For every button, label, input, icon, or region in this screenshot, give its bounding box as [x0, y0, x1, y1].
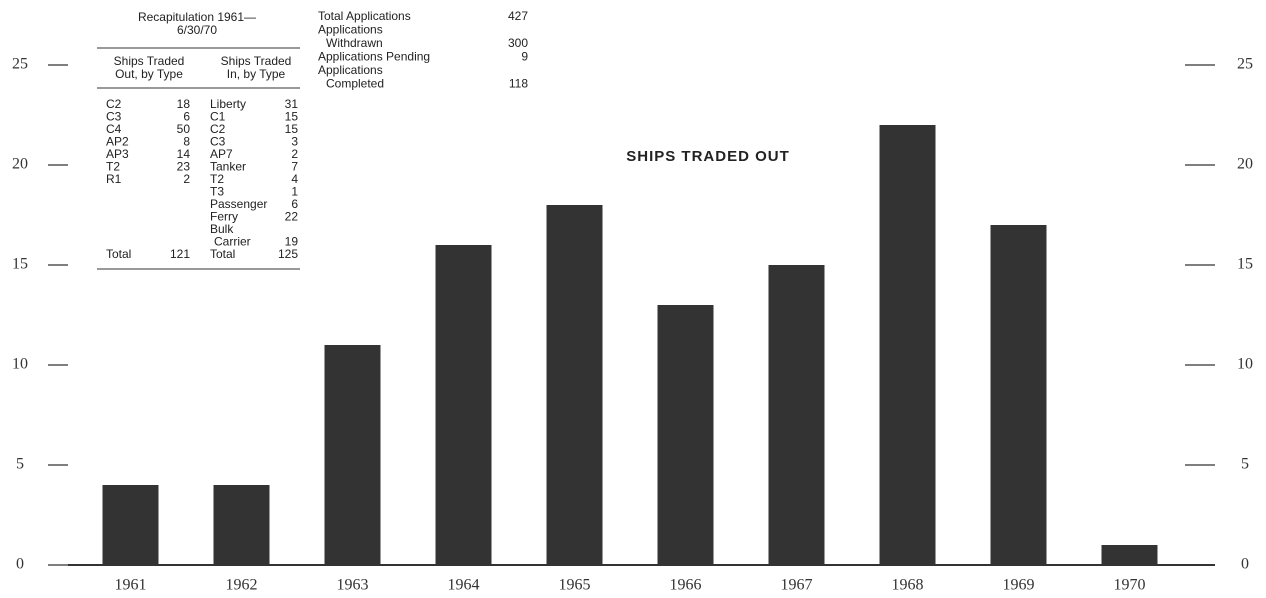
application-count: 300	[508, 36, 528, 50]
ship-count: 4	[291, 172, 298, 186]
x-tick-label: 1962	[226, 577, 258, 594]
ship-type: C3	[210, 135, 226, 149]
x-tick-label: 1969	[1003, 577, 1035, 594]
ship-count: 22	[285, 210, 299, 224]
bar	[435, 245, 492, 565]
x-tick-label: 1961	[115, 577, 147, 594]
ship-type: AP7	[210, 147, 233, 161]
total-count: 125	[278, 247, 298, 261]
ship-type: Passenger	[210, 197, 267, 211]
ship-count: 1	[291, 185, 298, 199]
y-tick-label-right: 15	[1237, 256, 1253, 273]
ship-type: Bulk	[210, 222, 234, 236]
bar	[213, 485, 270, 565]
bar	[768, 265, 825, 565]
applications-table: Total Applications 427ApplicationsWithdra…	[318, 9, 528, 91]
ship-type: T2	[106, 160, 120, 174]
application-label: Withdrawn	[326, 36, 383, 50]
x-tick-label: 1963	[337, 577, 369, 594]
ship-type: T3	[210, 185, 224, 199]
ship-count: 19	[285, 235, 299, 249]
ship-type: AP3	[106, 147, 129, 161]
bar	[102, 485, 159, 565]
x-tick-label: 1970	[1114, 577, 1146, 594]
ship-type: Liberty	[210, 97, 246, 111]
application-label: Total Applications	[318, 9, 411, 23]
column-header: Ships Traded	[114, 54, 185, 68]
x-tick-label: 1966	[670, 577, 702, 594]
recap-title: 6/30/70	[177, 23, 217, 37]
y-tick-label-right: 0	[1241, 556, 1249, 573]
ship-count: 31	[285, 97, 299, 111]
ship-count: 15	[285, 122, 299, 136]
chart-title: SHIPS TRADED OUT	[626, 148, 790, 165]
application-count: 9	[521, 50, 528, 64]
total-label: Total	[210, 247, 235, 261]
application-count: 427	[508, 9, 528, 23]
ship-count: 14	[177, 147, 191, 161]
y-tick-label: 15	[12, 256, 28, 273]
application-label: Applications Pending	[318, 50, 430, 64]
ship-count: 7	[291, 160, 298, 174]
bar	[546, 205, 603, 565]
ship-count: 6	[183, 110, 190, 124]
bar	[1101, 545, 1158, 565]
y-tick-label: 0	[16, 556, 24, 573]
ship-type: Ferry	[210, 210, 238, 224]
ship-type: R1	[106, 172, 122, 186]
application-label: Applications	[318, 63, 383, 77]
application-count: 118	[509, 77, 528, 91]
ship-type: AP2	[106, 135, 129, 149]
recap-title: Recapitulation 1961—	[138, 10, 256, 24]
ship-type: Carrier	[214, 235, 251, 249]
x-tick-label: 1965	[559, 577, 591, 594]
ship-count: 8	[183, 135, 190, 149]
ship-type: C1	[210, 110, 226, 124]
y-tick-label-right: 10	[1237, 356, 1253, 373]
total-count: 121	[170, 247, 190, 261]
ship-count: 6	[291, 197, 298, 211]
bar	[324, 345, 381, 565]
x-tick-label: 1964	[448, 577, 480, 594]
ship-type: Tanker	[210, 160, 246, 174]
y-tick-label-right: 5	[1241, 456, 1249, 473]
ship-type: C4	[106, 122, 122, 136]
bar	[990, 225, 1047, 565]
y-tick-label: 20	[12, 156, 28, 173]
bar	[879, 125, 936, 565]
ship-type: C2	[106, 97, 122, 111]
x-tick-label: 1967	[781, 577, 813, 594]
ship-count: 18	[177, 97, 191, 111]
total-label: Total	[106, 247, 131, 261]
ship-type: T2	[210, 172, 224, 186]
column-header: Ships Traded	[221, 54, 292, 68]
application-label: Applications	[318, 23, 383, 37]
column-header: Out, by Type	[115, 67, 183, 81]
y-tick-label: 10	[12, 356, 28, 373]
ship-count: 2	[183, 172, 190, 186]
ship-type: C2	[210, 122, 226, 136]
ship-type: C3	[106, 110, 122, 124]
ship-count: 3	[291, 135, 298, 149]
application-label: Completed	[326, 77, 384, 91]
y-tick-label-right: 25	[1237, 56, 1253, 73]
y-tick-label: 5	[16, 456, 24, 473]
ship-count: 2	[291, 147, 298, 161]
bar	[657, 305, 714, 565]
column-header: In, by Type	[227, 67, 286, 81]
y-tick-label-right: 20	[1237, 156, 1253, 173]
ship-count: 50	[177, 122, 191, 136]
x-tick-label: 1968	[892, 577, 924, 594]
y-tick-label: 25	[12, 56, 28, 73]
ship-count: 15	[285, 110, 299, 124]
ship-count: 23	[177, 160, 191, 174]
